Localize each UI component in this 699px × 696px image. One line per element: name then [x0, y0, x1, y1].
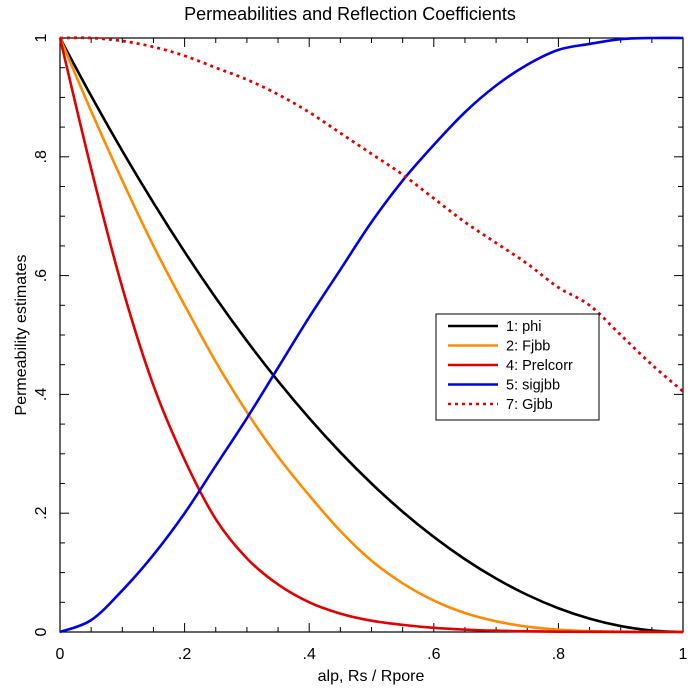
y-tick-label: .4: [33, 388, 50, 401]
x-tick-label: .4: [303, 646, 316, 663]
legend-label: 2: Fjbb: [506, 339, 550, 355]
x-tick-label: .6: [427, 646, 440, 663]
y-axis-label: Permeability estimates: [13, 255, 30, 416]
y-tick-label: 1: [33, 33, 50, 42]
legend: 1: phi 2: Fjbb 4: Prelcorr 5: sigjbb 7: Gjbb: [435, 313, 600, 421]
y-tick-label: 0: [33, 627, 50, 636]
series-line-7-gjbb: [59, 36, 684, 393]
y-tick-label: .2: [33, 506, 50, 519]
series-line-4-prelcorr: [58, 37, 684, 634]
y-tick-label: .8: [33, 150, 50, 163]
series-layer: [58, 36, 684, 634]
legend-box: [435, 313, 600, 421]
x-tick-label: 1: [679, 646, 688, 663]
legend-label: 7: Gjbb: [506, 397, 553, 413]
y-tick-label: .6: [33, 269, 50, 282]
legend-label: 4: Prelcorr: [506, 358, 573, 374]
series-line-5-sigjbb: [59, 36, 684, 634]
chart-title: Permeabilities and Reflection Coefficien…: [184, 4, 516, 24]
x-tick-label: .8: [552, 646, 565, 663]
series-line-1-phi: [58, 37, 684, 634]
legend-label: 1: phi: [506, 319, 541, 335]
x-axis-label: alp, Rs / Rpore: [318, 668, 425, 685]
x-tick-label: 0: [56, 646, 65, 663]
legend-label: 5: sigjbb: [506, 378, 560, 394]
x-tick-label: .2: [178, 646, 191, 663]
